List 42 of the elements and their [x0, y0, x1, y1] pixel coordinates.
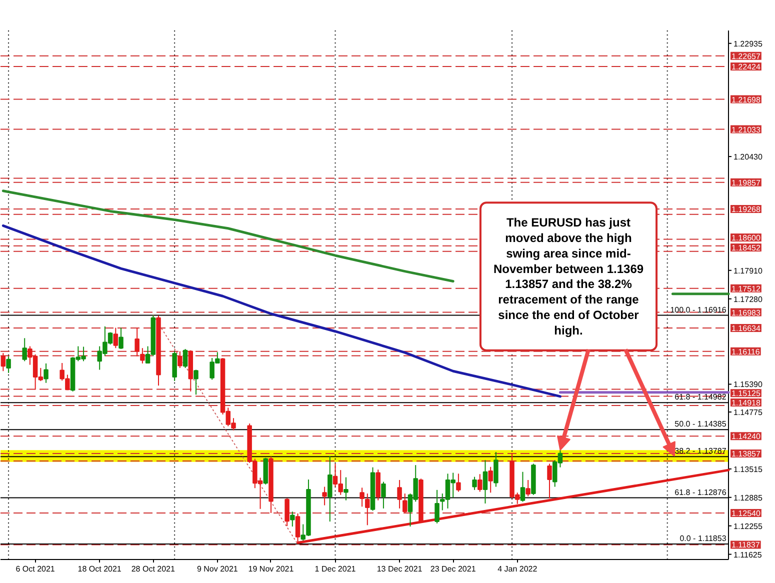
annotation: 50.0 - 1.14385 — [674, 420, 727, 429]
ref-line-label: 1.13857 — [732, 449, 761, 458]
y-tick-label: 1.17910 — [734, 266, 763, 276]
ref-line-label: 1.14918 — [732, 398, 761, 408]
ref-line-label: 1.21698 — [732, 95, 761, 104]
ref-line-label: 1.22657 — [732, 52, 761, 61]
x-tick-label: 13 Dec 2021 — [376, 564, 423, 574]
ref-line-label: 1.18452 — [732, 244, 761, 253]
ref-line-label: 1.16116 — [732, 347, 760, 356]
y-tick-label: 1.15390 — [734, 380, 763, 390]
ref-line-label: 1.14240 — [732, 432, 761, 442]
y-tick-label: 1.12255 — [734, 522, 763, 531]
ref-line-label: 1.19268 — [732, 205, 761, 214]
ref-line-label: 1.11837 — [732, 540, 760, 550]
x-tick-label: 23 Dec 2021 — [430, 564, 476, 574]
ref-line-label: 1.22424 — [732, 62, 761, 72]
y-tick-label: 1.20430 — [734, 152, 763, 162]
y-tick-label: 1.14775 — [734, 408, 763, 418]
annotation: The EURUSD has just moved above the high swing area since mid-November between 1.1369 1.13857 and the 38.2% retracement of the range since the end of October high. — [493, 216, 644, 338]
ref-line-label: 1.12540 — [732, 508, 761, 518]
x-tick-label: 19 Nov 2021 — [248, 564, 294, 574]
y-tick-label: 1.11625 — [734, 550, 762, 560]
y-tick-label: 1.22935 — [734, 39, 763, 48]
ref-line-label: 1.21033 — [732, 125, 761, 134]
x-tick-label: 1 Dec 2021 — [314, 564, 356, 574]
ref-line-label: 1.19857 — [732, 178, 761, 188]
x-tick-label: 18 Oct 2021 — [78, 564, 122, 574]
x-tick-label: 9 Nov 2021 — [196, 564, 238, 574]
y-tick-label: 1.12885 — [734, 493, 763, 502]
annotation: 100.0 - 1.16916 — [670, 305, 727, 314]
ref-line-label: 1.16983 — [732, 308, 761, 318]
ref-line-label: 1.15125 — [732, 389, 761, 398]
x-tick-label: 4 Jan 2022 — [498, 564, 538, 574]
ref-line-label: 1.18600 — [732, 234, 761, 243]
annotation: 61.8 - 1.12876 — [674, 488, 727, 497]
ref-line-label: 1.17512 — [732, 284, 761, 294]
y-tick-label: 1.13515 — [734, 464, 763, 474]
ref-line-label: 1.16634 — [732, 324, 761, 334]
x-tick-label: 6 Oct 2021 — [16, 564, 56, 574]
annotation: 0.0 - 1.11853 — [680, 534, 727, 544]
x-tick-label: 28 Oct 2021 — [131, 564, 176, 574]
y-tick-label: 1.17280 — [734, 294, 763, 304]
